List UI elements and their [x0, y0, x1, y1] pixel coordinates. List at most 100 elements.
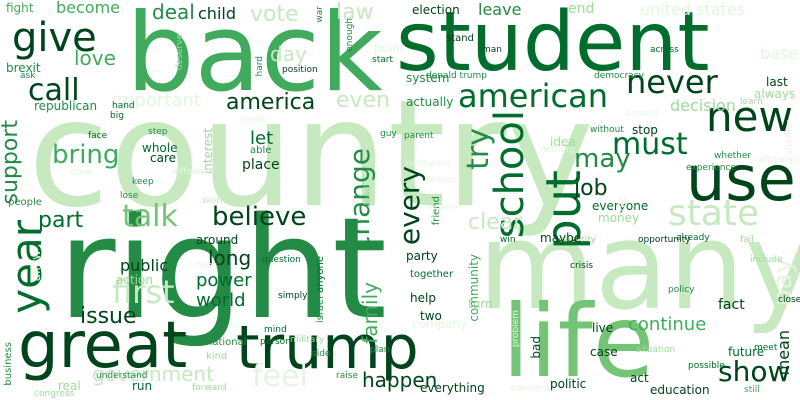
word-actually: fail: [740, 235, 754, 245]
word-stop: without: [590, 125, 624, 135]
word-republican: ask: [20, 71, 36, 81]
word-understand: republican: [34, 99, 98, 113]
word-big: actually: [406, 95, 454, 109]
word-opportunity: already: [676, 233, 710, 243]
word-state: state: [668, 193, 760, 234]
word-decision: decision: [670, 96, 736, 115]
word-system: system: [406, 71, 450, 85]
word-many: many: [478, 198, 800, 337]
word-start: rule: [617, 196, 628, 216]
word-help: help: [410, 291, 436, 305]
word-hear: woman: [202, 195, 239, 206]
word-close: meet: [754, 343, 778, 353]
word-trump: trump: [236, 313, 419, 383]
word-security: crisis: [570, 261, 594, 271]
word-may: may: [574, 144, 631, 174]
word-point: enough: [345, 18, 355, 52]
word-company: lead: [363, 186, 373, 206]
word-face: hand: [112, 101, 135, 111]
word-give: give: [12, 15, 97, 61]
word-fight: fight: [6, 1, 34, 15]
word-without: people: [8, 197, 42, 208]
word-politic: politic: [550, 377, 587, 391]
word-meet: include: [750, 255, 783, 265]
word-part: part: [38, 208, 84, 233]
word-woman: lose: [120, 191, 139, 201]
word-allow: company: [412, 317, 468, 331]
word-become: become: [56, 0, 121, 17]
word-love: love: [74, 46, 116, 70]
word-sure: step: [148, 127, 168, 137]
word-case: case: [590, 345, 618, 359]
word-military: hear: [196, 261, 217, 271]
word-institution: regime: [426, 203, 458, 213]
word-back: back: [126, 0, 383, 116]
word-party: party: [406, 249, 438, 263]
word-deal: deal: [152, 0, 195, 24]
word-experience: another: [785, 120, 795, 156]
word-possible: still: [744, 385, 760, 395]
word-enough: war: [315, 6, 325, 23]
word-talk: talk: [122, 199, 178, 234]
word-act: act: [630, 371, 649, 385]
word-government: government: [92, 362, 214, 386]
word-call: call: [28, 73, 80, 108]
word-important: important: [112, 90, 201, 111]
word-social: allow: [29, 250, 43, 282]
word-every: every: [393, 166, 426, 246]
word-person: mind: [264, 325, 287, 335]
word-deserve: hard: [255, 56, 265, 77]
word-support: support: [0, 120, 23, 205]
word-always: always: [754, 87, 796, 101]
word-around: around: [196, 233, 239, 247]
word-speak: position: [282, 65, 318, 75]
word-public: public: [120, 256, 169, 275]
word-live: live: [592, 321, 614, 335]
word-concern: understand: [96, 371, 148, 381]
word-two: two: [420, 309, 442, 323]
word-nothing: idea: [550, 135, 576, 149]
word-money: everyone: [592, 199, 649, 213]
word-feel: feel: [252, 359, 308, 394]
word-run: run: [132, 379, 153, 393]
word-side: person: [260, 337, 291, 347]
word-everyone: simply: [278, 291, 308, 301]
word-never: never: [626, 63, 718, 101]
word-still: kind: [206, 351, 228, 362]
word-student: student: [396, 0, 710, 90]
word-united-states: united states: [640, 0, 745, 19]
word-include: opportunity: [638, 235, 691, 245]
word-interest: speak: [240, 115, 267, 125]
word-place: place: [242, 157, 280, 173]
word-situation: problem: [511, 310, 521, 348]
word-congress: forward: [192, 383, 227, 393]
word-clear: clear: [468, 210, 523, 235]
word-ask: able: [250, 145, 272, 156]
word-rule: money: [598, 211, 640, 225]
word-power: power: [196, 270, 252, 291]
word-step: face: [88, 131, 108, 141]
word-forward: raise: [336, 371, 358, 381]
word-mind: question: [262, 255, 301, 265]
word-whole: whole: [142, 141, 178, 155]
word-fail: close: [778, 295, 800, 305]
word-friend: community: [467, 254, 481, 322]
word-first: first: [112, 273, 175, 311]
word-maybe: security: [560, 235, 596, 245]
word-child: child: [198, 4, 236, 23]
word-leave: leave: [478, 0, 522, 19]
word-try: try: [461, 128, 496, 170]
word-anyone: nothing: [540, 145, 575, 155]
word-let: let: [250, 128, 274, 149]
word-country: country: [28, 68, 594, 240]
word-regime: process: [426, 175, 461, 185]
word-already: win: [500, 235, 516, 245]
word-law: law: [336, 0, 374, 25]
word-parent: institution: [404, 159, 450, 169]
word-business: business: [3, 342, 14, 386]
word-even: even: [336, 88, 391, 113]
word-job: job: [574, 176, 608, 201]
word-kind: national: [206, 337, 247, 348]
word-community: anyone: [315, 256, 326, 293]
